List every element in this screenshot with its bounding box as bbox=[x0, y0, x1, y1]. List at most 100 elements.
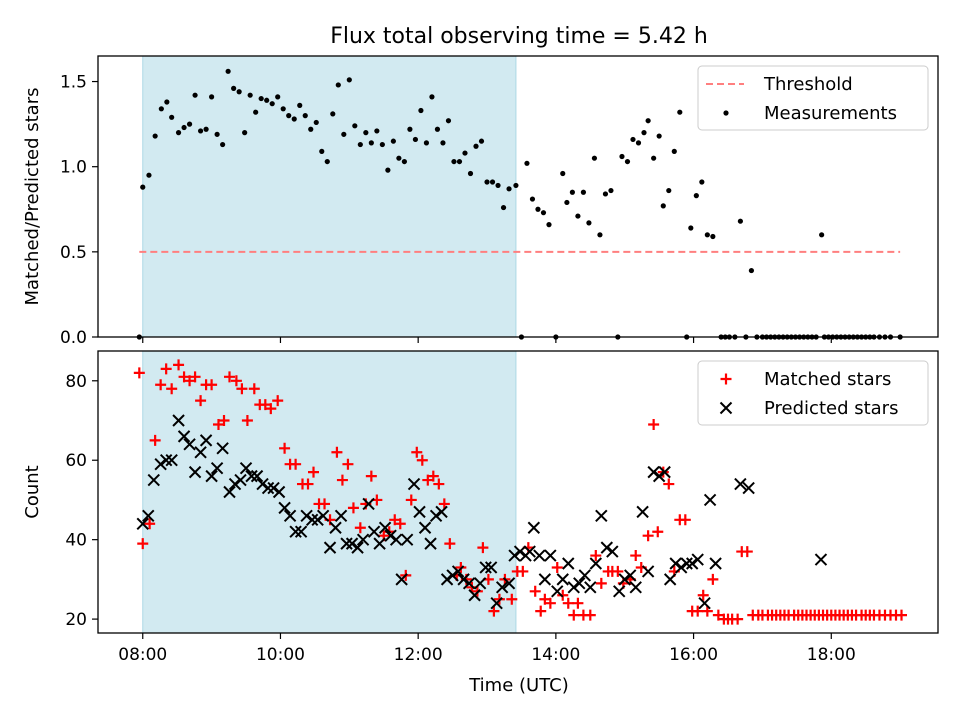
measurement-point bbox=[146, 172, 152, 178]
measurement-point bbox=[313, 119, 319, 126]
measurement-point bbox=[418, 107, 424, 114]
measurement-point bbox=[535, 206, 541, 212]
y-tick-label: 40 bbox=[65, 531, 87, 551]
matched-star-point bbox=[236, 383, 248, 395]
predicted-star-point bbox=[573, 577, 586, 590]
predicted-star-point bbox=[210, 461, 224, 475]
predicted-star-point bbox=[435, 505, 448, 519]
measurement-point bbox=[641, 130, 647, 136]
measurement-point bbox=[656, 133, 662, 139]
measurement-point bbox=[169, 114, 175, 120]
measurement-point bbox=[564, 199, 570, 206]
predicted-star-point bbox=[147, 473, 160, 487]
matched-star-point bbox=[279, 442, 291, 454]
matched-star-point bbox=[354, 522, 366, 534]
predicted-star-point bbox=[523, 545, 536, 558]
matched-star-point bbox=[133, 367, 145, 379]
matched-star-point bbox=[411, 446, 423, 458]
matched-star-point bbox=[551, 561, 563, 573]
predicted-star-point bbox=[440, 573, 454, 586]
predicted-star-point bbox=[384, 529, 397, 542]
predicted-star-point bbox=[538, 573, 552, 586]
legend-predicted-swatch bbox=[719, 401, 733, 415]
measurement-point bbox=[341, 131, 347, 137]
measurement-point bbox=[467, 170, 474, 177]
observing-window-shade bbox=[142, 55, 517, 338]
measurement-point bbox=[619, 153, 625, 160]
measurement-point bbox=[513, 182, 519, 189]
x-tick-label: 10:00 bbox=[256, 645, 305, 665]
measurement-point bbox=[473, 143, 479, 149]
measurement-point bbox=[297, 102, 303, 108]
predicted-star-point bbox=[142, 509, 155, 523]
matched-star-point bbox=[663, 478, 675, 490]
predicted-star-point bbox=[205, 469, 218, 483]
y-axis-label: Count bbox=[22, 465, 43, 518]
measurement-point bbox=[489, 179, 496, 185]
measurement-point bbox=[688, 225, 694, 231]
measurement-point bbox=[710, 233, 716, 240]
measurement-point bbox=[203, 126, 209, 132]
matched-star-point bbox=[535, 605, 547, 617]
predicted-star-point bbox=[584, 581, 597, 594]
matched-star-point bbox=[212, 418, 224, 430]
matched-star-point bbox=[331, 446, 343, 458]
measurement-point bbox=[214, 131, 220, 137]
predicted-star-point bbox=[636, 505, 649, 519]
predicted-star-point bbox=[513, 545, 527, 558]
predicted-star-point bbox=[527, 521, 541, 534]
predicted-star-point bbox=[674, 561, 688, 574]
matched-star-point bbox=[272, 395, 284, 407]
predicted-star-point bbox=[457, 573, 470, 586]
measurement-point bbox=[651, 155, 657, 161]
legend-label: Threshold bbox=[763, 74, 853, 95]
measurement-point bbox=[390, 138, 396, 144]
measurement-point bbox=[500, 204, 507, 211]
matched-star-point bbox=[265, 403, 277, 415]
measurement-point bbox=[524, 160, 530, 166]
y-tick-label: 0.0 bbox=[60, 328, 87, 348]
measurement-point bbox=[546, 222, 552, 228]
measurement-point bbox=[280, 106, 286, 112]
predicted-star-point bbox=[652, 469, 666, 483]
predicted-star-point bbox=[418, 521, 432, 534]
predicted-star-point bbox=[618, 573, 631, 586]
x-tick-label: 08:00 bbox=[118, 645, 167, 665]
predicted-star-point bbox=[172, 414, 185, 427]
measurement-point bbox=[291, 116, 297, 122]
measurement-point bbox=[434, 126, 441, 132]
predicted-star-point bbox=[567, 581, 580, 594]
matched-star-point bbox=[444, 538, 456, 550]
predicted-star-point bbox=[389, 533, 403, 546]
measurement-point bbox=[357, 141, 363, 148]
matched-star-point bbox=[506, 593, 518, 605]
observing-window-shade bbox=[142, 350, 517, 634]
predicted-star-point bbox=[289, 525, 302, 538]
measurement-point bbox=[175, 130, 182, 136]
matched-star-point bbox=[539, 593, 551, 605]
matched-star-point bbox=[224, 371, 236, 383]
measurement-point bbox=[275, 94, 281, 100]
predicted-star-point bbox=[188, 465, 202, 479]
matched-star-point bbox=[342, 458, 354, 470]
predicted-star-point bbox=[490, 597, 503, 610]
measurement-point bbox=[225, 68, 231, 74]
predicted-star-point bbox=[484, 561, 498, 574]
predicted-star-point bbox=[544, 549, 557, 562]
matched-star-point bbox=[595, 577, 607, 589]
predicted-star-point bbox=[600, 541, 614, 554]
measurement-point bbox=[401, 158, 407, 165]
predicted-star-point bbox=[663, 573, 677, 586]
predicted-star-point bbox=[400, 533, 414, 546]
measurement-point bbox=[258, 95, 264, 102]
predicted-star-point bbox=[228, 477, 242, 491]
measurement-point bbox=[346, 77, 352, 83]
measurement-point bbox=[677, 109, 683, 115]
predicted-star-point bbox=[216, 442, 229, 455]
measurement-point bbox=[352, 123, 358, 129]
predicted-star-point bbox=[495, 581, 509, 594]
measurement-point bbox=[264, 97, 270, 103]
predicted-star-point bbox=[154, 457, 167, 471]
bottom-panel: 20 40 60 80 Count 08:00 10:00 12:00 14:00 16:00 18… bbox=[22, 350, 939, 665]
